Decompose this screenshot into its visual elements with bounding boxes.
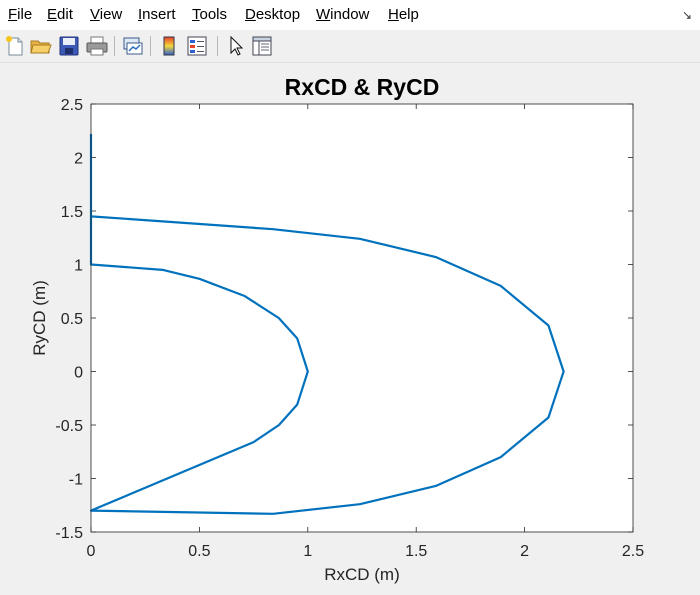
- menu-tools[interactable]: Tools: [192, 6, 228, 23]
- menu-view[interactable]: View: [90, 6, 123, 23]
- toolbar-separator: [114, 36, 115, 56]
- x-axis-label: RxCD (m): [324, 565, 400, 584]
- x-tick-label: 2: [520, 543, 529, 560]
- menu-file-rest: ile: [17, 6, 33, 23]
- y-tick-label: -0.5: [55, 418, 83, 435]
- axis-tick-labels: 0 0.5 1 1.5 2 2.5 2.5 2 1.5 1 0.5 0 -0.5 -1 -1.5: [55, 97, 644, 560]
- property-inspector-icon[interactable]: [250, 34, 274, 58]
- new-figure-icon[interactable]: [3, 34, 27, 58]
- menu-file[interactable]: File: [8, 6, 33, 23]
- chart[interactable]: RxCD & RyCD 0 0.5 1 1.5 2 2.5 2.5 2 1.5 1 0.5 0 -0.5…: [0, 63, 700, 590]
- y-tick-label: 0: [74, 365, 83, 382]
- y-tick-label: 2.5: [61, 97, 83, 114]
- toolbar-separator: [217, 36, 218, 56]
- x-tick-label: 2.5: [622, 543, 644, 560]
- print-icon[interactable]: [85, 34, 109, 58]
- x-tick-label: 0.5: [188, 543, 210, 560]
- y-tick-label: 1: [74, 258, 83, 275]
- menu-edit[interactable]: Edit: [47, 6, 73, 23]
- plot-frame: [90, 103, 634, 533]
- plot-area: [91, 104, 633, 532]
- open-file-icon[interactable]: [29, 34, 53, 58]
- edit-plot-icon[interactable]: [224, 34, 248, 58]
- figure-area: RxCD & RyCD 0 0.5 1 1.5 2 2.5 2.5 2 1.5 1 0.5 0 -0.5…: [0, 63, 700, 590]
- x-tick-label: 1.5: [405, 543, 427, 560]
- insert-legend-icon[interactable]: [185, 34, 209, 58]
- dock-arrow-icon[interactable]: ↘: [681, 8, 692, 22]
- menu-bar: File Edit View Insert Tools Desktop Wind…: [0, 0, 700, 30]
- y-tick-label: 1.5: [61, 204, 83, 221]
- insert-colorbar-icon[interactable]: [157, 34, 181, 58]
- y-tick-label: 0.5: [61, 311, 83, 328]
- chart-title: RxCD & RyCD: [285, 74, 440, 100]
- y-tick-label: -1.5: [55, 525, 83, 542]
- toolbar: [0, 30, 700, 63]
- x-tick-label: 0: [87, 543, 96, 560]
- menu-help[interactable]: Help: [388, 6, 419, 23]
- y-tick-label: -1: [69, 472, 83, 489]
- menu-desktop[interactable]: Desktop: [245, 6, 301, 23]
- save-icon[interactable]: [57, 34, 81, 58]
- menu-window[interactable]: Window: [316, 6, 370, 23]
- x-tick-label: 1: [303, 543, 312, 560]
- series-line: [89, 133, 565, 515]
- y-axis-label: RyCD (m): [30, 280, 49, 356]
- y-tick-label: 2: [74, 151, 83, 168]
- link-plot-icon[interactable]: [121, 34, 145, 58]
- toolbar-separator: [150, 36, 151, 56]
- menu-insert[interactable]: Insert: [138, 6, 176, 23]
